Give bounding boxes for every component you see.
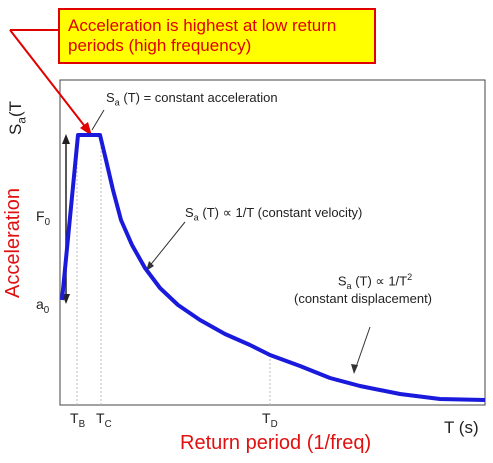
- f0-label: F0: [36, 208, 50, 228]
- callout-pointer-head: [80, 122, 92, 136]
- tc-sub: C: [104, 418, 112, 430]
- a0-label: a0: [36, 296, 49, 316]
- disp-sup: 2: [407, 272, 413, 282]
- y-axis-symbol-paren: (T: [6, 100, 25, 118]
- displacement-annotation: Sa (T) ∝ 1/T2 (constant displacement): [294, 272, 432, 306]
- tc-t: T: [96, 410, 105, 426]
- plateau-s: S: [106, 90, 115, 105]
- velocity-sub: a: [193, 212, 199, 223]
- disp-sub: a: [346, 280, 352, 291]
- velocity-text: (T) ∝ 1/T (constant velocity): [202, 205, 363, 220]
- f0-arrow-head-top: [62, 134, 70, 144]
- y-axis-symbol-sub: a: [14, 117, 29, 124]
- callout-pointer-line: [9, 29, 91, 134]
- disp-s: S: [337, 273, 347, 289]
- a0-text: a: [36, 296, 44, 312]
- velocity-pointer: [147, 221, 186, 269]
- f0-text: F: [36, 208, 45, 224]
- velocity-pointer-head: [146, 261, 154, 271]
- acceleration-label: Acceleration: [2, 187, 24, 298]
- disp-text: (T) ∝ 1/T: [355, 273, 408, 289]
- callout-box: Acceleration is highest at low return pe…: [58, 8, 376, 64]
- return-period-label: Return period (1/freq): [180, 432, 372, 454]
- y-axis-symbol-s: S: [6, 123, 25, 135]
- f0-sub: 0: [44, 216, 51, 228]
- a0-sub: 0: [43, 304, 50, 316]
- td-sub: D: [270, 418, 278, 430]
- displacement-line-1: Sa (T) ∝ 1/T2: [318, 272, 432, 291]
- plateau-pointer: [91, 109, 105, 131]
- plot-frame: [59, 79, 486, 406]
- td-t: T: [262, 410, 271, 426]
- displacement-pointer: [354, 326, 371, 371]
- plateau-text: (T) = constant acceleration: [123, 90, 278, 105]
- plateau-annotation: Sa (T) = constant acceleration: [106, 90, 278, 108]
- tb-t: T: [70, 410, 79, 426]
- callout-line-1: Acceleration is highest at low return: [68, 16, 337, 35]
- spectrum-curve: [60, 133, 486, 402]
- displacement-pointer-head: [351, 364, 358, 374]
- velocity-annotation: Sa (T) ∝ 1/T (constant velocity): [185, 205, 362, 223]
- tb-tick-label: TB: [70, 410, 85, 430]
- tc-tick-label: TC: [96, 410, 112, 430]
- tb-sub: B: [78, 418, 86, 430]
- y-axis-symbol: Sa(T: [6, 101, 28, 135]
- velocity-s: S: [185, 205, 194, 220]
- plateau-sub: a: [114, 97, 120, 108]
- displacement-line-2: (constant displacement): [294, 290, 433, 306]
- callout-line-2: periods (high frequency): [68, 36, 252, 55]
- td-tick-label: TD: [262, 410, 278, 430]
- x-axis-symbol: T (s): [444, 418, 479, 437]
